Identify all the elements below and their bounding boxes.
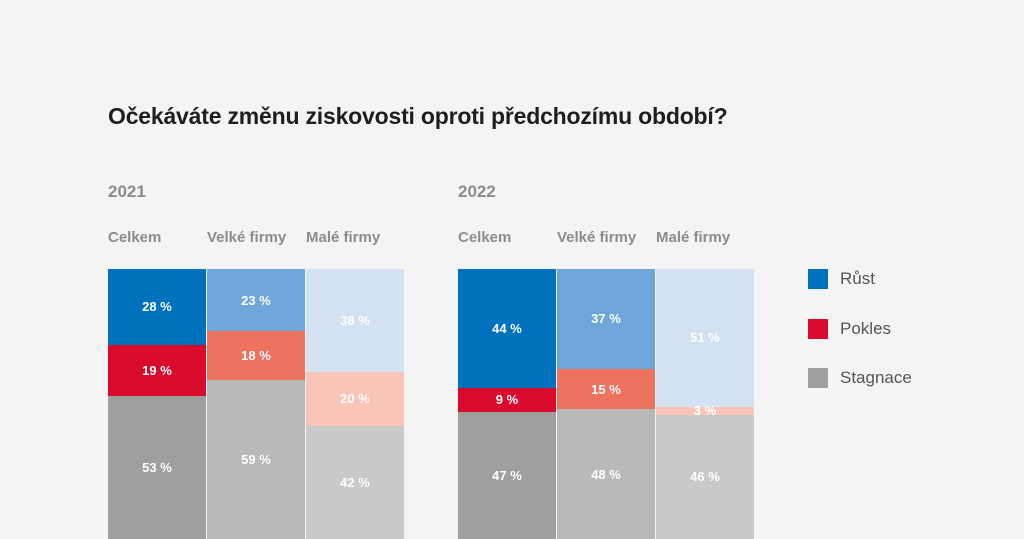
data-label: 28 % <box>142 299 172 315</box>
data-label: 37 % <box>591 311 621 327</box>
category-label-velke-firmy-2022: Velké firmy <box>557 229 637 246</box>
legend-item-pokles: Pokles <box>808 319 891 339</box>
data-label: 42 % <box>340 474 370 490</box>
legend-item-stagnace: Stagnace <box>808 368 912 388</box>
bar-segment-pokles-velke-firmy-2021: 18 % <box>207 331 305 380</box>
legend-label-stagnace: Stagnace <box>840 368 912 387</box>
bar-segment-stagnace-celkem-2022: 47 % <box>458 412 556 539</box>
bar-segment-pokles-velke-firmy-2022: 15 % <box>557 368 655 410</box>
legend-swatch-stagnace <box>808 368 828 388</box>
bar-segment-rust-celkem-2022: 44 % <box>458 269 556 388</box>
stacked-bar: 51 % 3 % 46 % <box>656 269 754 539</box>
stacked-bar: 38 % 20 % 42 % <box>306 269 404 539</box>
data-label: 48 % <box>591 466 621 482</box>
data-label: 44 % <box>492 320 522 336</box>
data-label: 38 % <box>340 312 370 328</box>
chart-title: Očekáváte změnu ziskovosti oproti předch… <box>108 103 728 129</box>
data-label: 15 % <box>591 381 621 397</box>
legend-item-rust: Růst <box>808 269 875 289</box>
category-label-celkem-2021: Celkem <box>108 229 162 246</box>
legend-label-rust: Růst <box>840 269 875 288</box>
data-label: 59 % <box>241 451 271 467</box>
data-label: 47 % <box>492 468 522 484</box>
stacked-bar: 23 % 18 % 59 % <box>207 269 305 539</box>
bar-segment-pokles-celkem-2022: 9 % <box>458 387 556 413</box>
bar-segment-pokles-male-firmy-2022: 3 % <box>656 403 754 418</box>
legend-swatch-pokles <box>808 319 828 339</box>
bar-segment-stagnace-celkem-2021: 53 % <box>108 395 206 539</box>
panel-year-2021: 2021 <box>108 182 146 201</box>
category-label-male-firmy-2021: Malé firmy <box>306 229 381 246</box>
bar-segment-pokles-male-firmy-2021: 20 % <box>306 371 404 426</box>
bar-segment-rust-male-firmy-2022: 51 % <box>656 269 754 407</box>
data-label: 51 % <box>690 330 720 346</box>
stacked-bar: 28 % 19 % 53 % <box>108 269 206 539</box>
stacked-bar: 44 % 9 % 47 % <box>458 269 556 539</box>
category-label-velke-firmy-2021: Velké firmy <box>207 229 287 246</box>
data-label: 46 % <box>690 469 720 485</box>
bar-segment-rust-velke-firmy-2022: 37 % <box>557 269 655 369</box>
bar-segment-stagnace-velke-firmy-2021: 59 % <box>207 379 305 539</box>
panel-year-2022: 2022 <box>458 182 496 201</box>
stacked-bar: 37 % 15 % 48 % <box>557 269 655 539</box>
data-label: 3 % <box>693 403 717 419</box>
legend-label-pokles: Pokles <box>840 319 892 338</box>
bar-segment-rust-male-firmy-2021: 38 % <box>306 269 404 372</box>
data-label: 23 % <box>241 292 271 308</box>
bar-segment-stagnace-male-firmy-2021: 42 % <box>306 425 404 539</box>
data-label: 18 % <box>241 347 271 363</box>
data-label: 9 % <box>495 392 519 408</box>
bar-segment-pokles-celkem-2021: 19 % <box>108 344 206 396</box>
data-label: 19 % <box>142 362 172 378</box>
bar-segment-stagnace-velke-firmy-2022: 48 % <box>557 409 655 539</box>
bar-segment-stagnace-male-firmy-2022: 46 % <box>656 414 754 539</box>
category-label-male-firmy-2022: Malé firmy <box>656 229 731 246</box>
bar-segment-rust-velke-firmy-2021: 23 % <box>207 269 305 332</box>
legend-swatch-rust <box>808 269 828 289</box>
bar-segment-rust-celkem-2021: 28 % <box>108 269 206 345</box>
category-label-celkem-2022: Celkem <box>458 229 512 246</box>
data-label: 20 % <box>340 391 370 407</box>
data-label: 53 % <box>142 459 172 475</box>
